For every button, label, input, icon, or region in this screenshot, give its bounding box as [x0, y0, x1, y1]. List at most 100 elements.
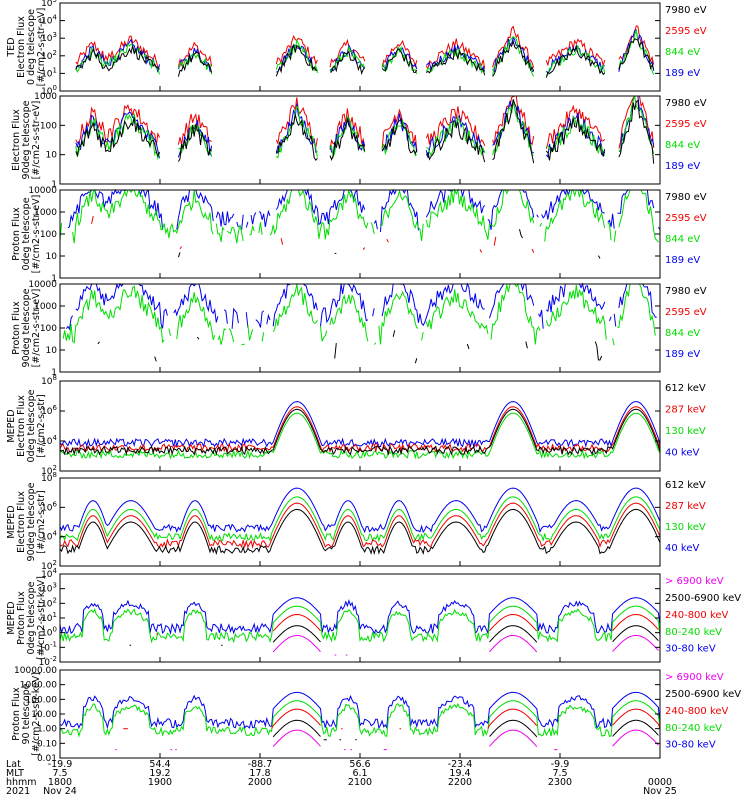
panel-5-series-3-line: [59, 408, 661, 456]
time-axis-date-0: Nov 24: [43, 786, 77, 797]
panel-2-legend-0: 7980 eV: [665, 98, 707, 109]
panel-5-series-0: [59, 401, 661, 449]
panel-3-ytick-label: 10000: [28, 186, 57, 196]
panel-8-series-4-line: [115, 729, 659, 751]
panel-3-ytick-label: 1: [51, 274, 57, 284]
panel-8-legend-0: > 6900 keV: [665, 672, 724, 683]
panel-8-ytick-label: 10.00: [31, 710, 57, 720]
panel-8-ylabel-line: Proton Flux: [11, 687, 22, 741]
panel-5-ytick-label: 102: [41, 464, 57, 477]
panel-2-ylabel-line: 90deg telescope: [21, 100, 32, 179]
panel-3-series-2: [92, 216, 654, 257]
panel-8-ytick-label: 100.00: [26, 695, 58, 705]
panel-7-ylabel-line: MEPED: [6, 601, 17, 634]
panel-7-series-2: [156, 613, 659, 635]
panel-2-series-3-line: [75, 99, 655, 164]
panel-5-series-1-line: [59, 412, 661, 460]
panel-5-ytick-label: 106: [41, 404, 57, 417]
time-axis-mlt-2: 17.8: [249, 768, 270, 779]
panel-8-series-3-line: [272, 719, 659, 741]
panel-6-ylabel-line: [#/cm2-s-str]: [36, 490, 47, 553]
panel-5-ylabel-line: Electron Flux: [16, 395, 27, 457]
panel-1-ytick-label: 104: [41, 14, 57, 27]
panel-7-legend-3: 80-240 keV: [665, 627, 722, 638]
panel-3-ytick-label: 1000: [34, 208, 57, 218]
panel-7-ytick-label: 104: [41, 567, 57, 580]
panel-3-series-2-line: [92, 216, 654, 257]
panel-8-series-1-line: [59, 700, 661, 738]
time-axis-hhmm-0: 1800: [48, 777, 72, 788]
panel-6-series-1-line: [59, 496, 661, 543]
panel-5-ylabel-line: 0deg telescope: [26, 389, 37, 462]
panel-8-legend-2: 240-800 keV: [665, 706, 729, 717]
panel-2-series-1: [75, 95, 655, 159]
panel-5-ylabel-line: [#/cm2-s-str]: [36, 394, 47, 457]
panel-8-ytick-label: 1.00: [37, 725, 57, 735]
panel-1-legend-0: 7980 eV: [665, 5, 707, 16]
panel-7-ytick-label: 101: [41, 611, 57, 624]
panel-4-legend-2: 844 eV: [665, 328, 700, 339]
panel-7-ylabel-line: [#/cm2-s-str-keV]: [36, 576, 47, 660]
panel-8-ytick-label: 0.10: [37, 739, 57, 749]
panel-1-ytick-label: 101: [41, 66, 57, 79]
panel-2-legend-3: 189 eV: [665, 161, 700, 172]
panel-5-series-1: [59, 412, 661, 460]
time-axis-label-hhmm: hhmm: [6, 777, 37, 788]
panel-7-series-4-line: [272, 635, 659, 656]
panel-4-series-1: [63, 284, 658, 345]
panel-5-legend-1: 287 keV: [665, 404, 706, 415]
panel-1-ylabel-line: TED: [6, 37, 17, 57]
panel-6: 102 104 106 108 MEPED Electron Flux 90deg tele…: [6, 471, 706, 572]
panel-8-series-2-line: [123, 708, 661, 730]
time-axis-lat-2: -88.7: [248, 759, 273, 770]
panel-7-legend-0: > 6900 keV: [665, 576, 724, 587]
panel-7-series-4: [272, 635, 659, 656]
panel-1-series-1: [75, 29, 655, 74]
panel-5-legend-0: 612 keV: [665, 383, 706, 394]
time-axis-label-lat: Lat: [6, 759, 21, 770]
panel-7-ytick-label: 102: [41, 596, 57, 609]
panel-2-series-3: [75, 99, 655, 164]
time-axis-lat-1: 54.4: [149, 759, 170, 770]
time-axis-mlt-3: 6.1: [352, 768, 367, 779]
panel-4-ytick-label: 10: [46, 346, 58, 356]
panel-8-ytick-label: 1000.00: [20, 681, 57, 691]
panel-6-ytick-label: 108: [41, 471, 57, 484]
panel-8-series-4: [115, 729, 659, 751]
panel-1-ytick-label: 102: [41, 49, 57, 62]
panel-6-ylabel-line: Electron Flux: [16, 491, 27, 553]
panel-5: 102 104 106 108 MEPED Electron Flux 0deg teles…: [6, 374, 706, 477]
panel-2-ylabel-line: Electron Flux: [11, 109, 22, 171]
panel-7-ylabel-line: Proton Flux: [16, 591, 27, 645]
panel-3-legend-0: 7980 eV: [665, 192, 707, 203]
panel-4-ytick-label: 10000: [28, 280, 57, 290]
panel-6-series-2: [59, 502, 661, 549]
time-axis-hhmm-6: 0000: [648, 777, 672, 788]
panel-7-series-1-line: [59, 605, 661, 644]
time-axis-hhmm-3: 2100: [348, 777, 372, 788]
panel-6-ylabel-line: 90deg telescope: [26, 482, 37, 561]
panel-2-ytick-label: 100: [40, 121, 57, 131]
panel-2-ytick-label: 1000: [34, 92, 57, 102]
time-axis-hhmm-5: 2300: [548, 777, 572, 788]
panel-4-ytick-label: 100: [40, 324, 57, 334]
panel-2-ytick-label: 10: [46, 151, 58, 161]
time-axis-lat-5: -9.9: [551, 759, 570, 770]
panel-8-series-3: [272, 719, 659, 741]
panel-7-frame: [59, 573, 661, 663]
time-axis-label-year: 2021: [6, 786, 30, 797]
panel-7-series-0: [59, 597, 661, 636]
panel-6-ytick-label: 102: [41, 559, 57, 572]
time-axis-mlt-5: 7.5: [552, 768, 567, 779]
time-axis-label-mlt: MLT: [6, 768, 24, 779]
panel-4: 1 10 100 1000 10000 Proton Flux 90deg telescop…: [11, 280, 707, 378]
panel-4-ylabel-line: [#/cm2-s-str-eV]: [31, 289, 42, 368]
panel-6-ytick-label: 104: [41, 530, 57, 543]
panel-2-ytick-label: 1: [51, 180, 57, 190]
panel-3-ytick-label: 10: [46, 252, 58, 262]
panel-8-series-0: [59, 691, 661, 730]
panel-6-ylabel-line: MEPED: [6, 505, 17, 538]
panel-2-series-0-line: [75, 95, 655, 151]
